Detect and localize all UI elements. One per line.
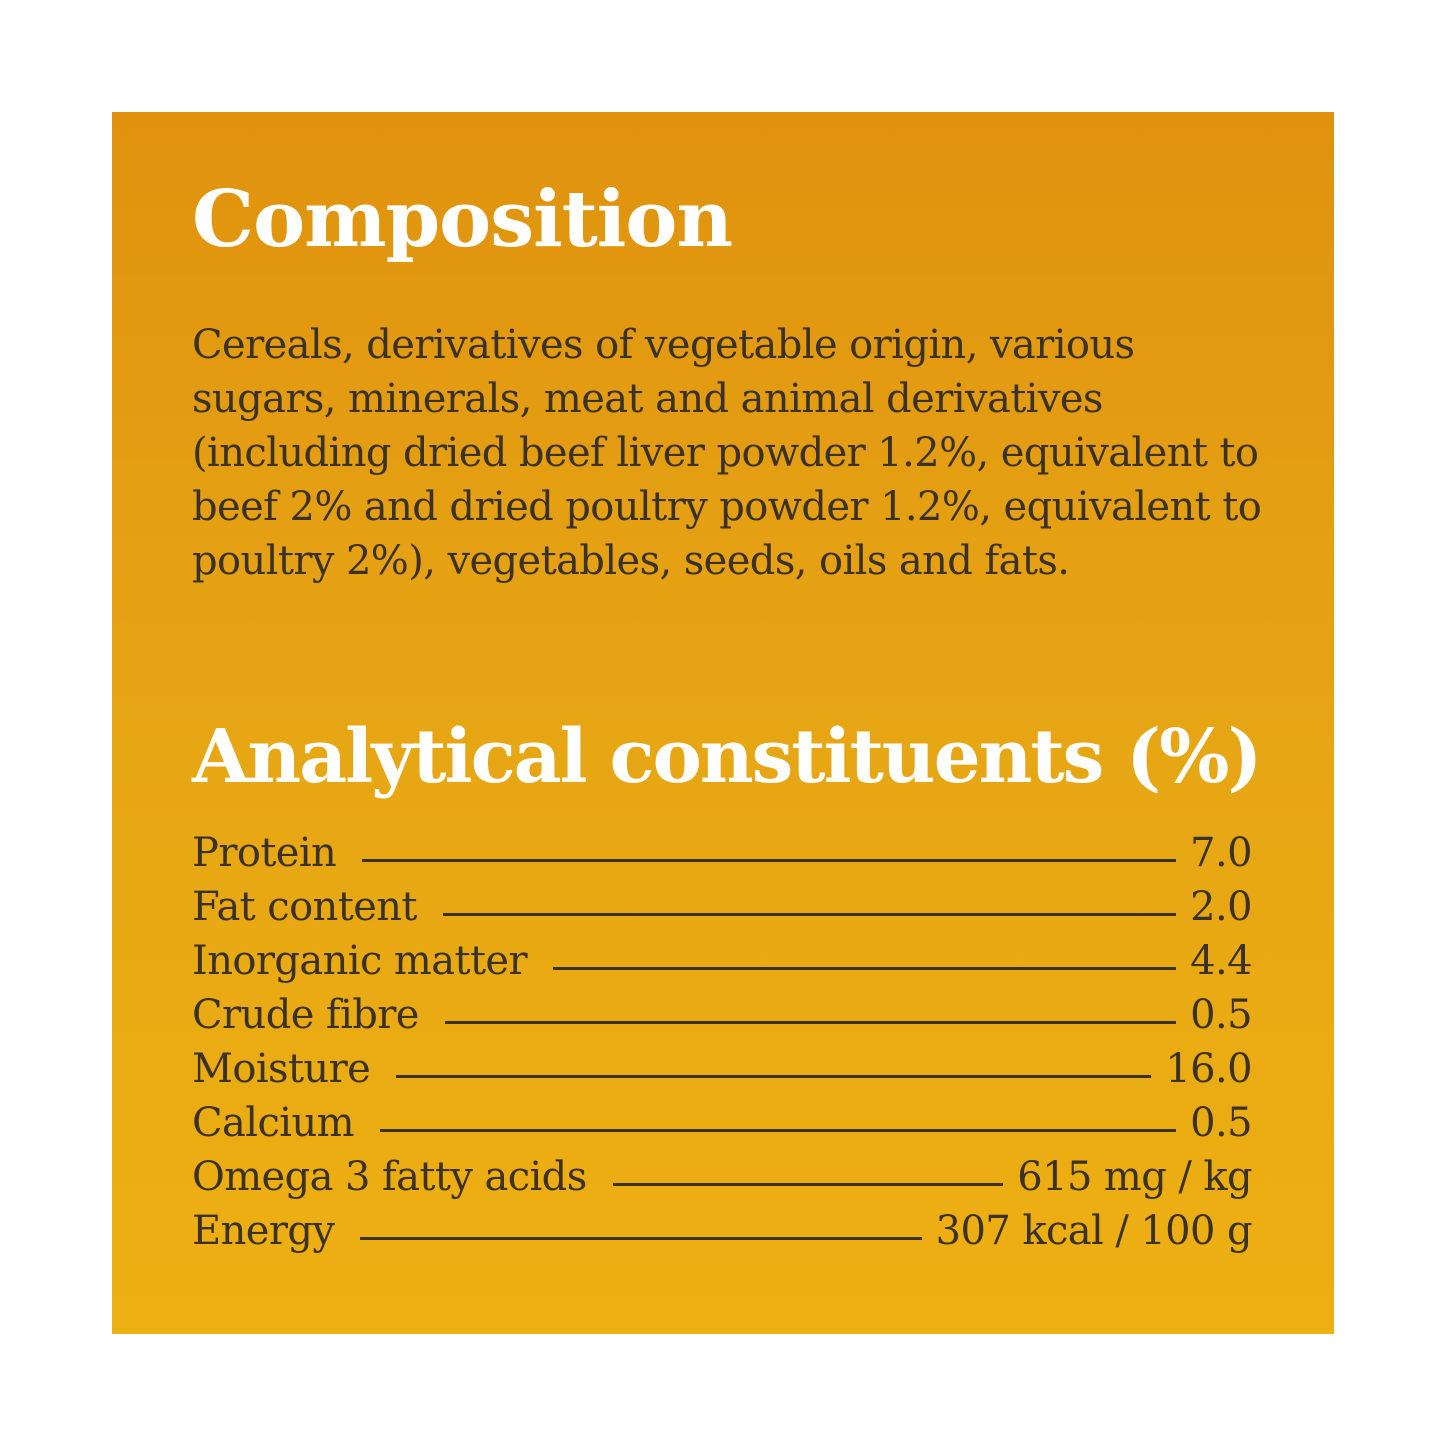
constituent-row: Omega 3 fatty acids 615 mg / kg [192,1154,1253,1208]
composition-title: Composition [192,174,733,265]
constituent-value: 16.0 [1165,1046,1252,1092]
constituent-value: 615 mg / kg [1017,1154,1252,1200]
constituent-label: Inorganic matter [192,938,528,984]
leader-line [360,1237,922,1240]
constituent-row: Protein 7.0 [192,830,1253,884]
constituent-label: Crude fibre [192,992,419,1038]
constituent-value: 0.5 [1190,1100,1252,1146]
nutrition-panel: Composition Cereals, derivatives of vege… [112,112,1334,1334]
constituent-row: Energy 307 kcal / 100 g [192,1208,1253,1262]
composition-text: Cereals, derivatives of vegetable origin… [192,322,1262,584]
analytical-constituents-title: Analytical constituents (%) [192,714,1262,800]
constituent-label: Calcium [192,1100,355,1146]
constituent-value: 0.5 [1190,992,1252,1038]
constituent-label: Moisture [192,1046,371,1092]
constituent-row: Fat content 2.0 [192,884,1253,938]
constituent-value: 7.0 [1190,830,1252,876]
constituent-row: Moisture 16.0 [192,1046,1253,1100]
constituent-value: 2.0 [1190,884,1252,930]
leader-line [553,967,1177,970]
leader-line [442,913,1177,916]
leader-line [379,1129,1177,1132]
leader-line [444,1021,1177,1024]
constituent-label: Protein [192,830,337,876]
leader-line [362,859,1177,862]
constituent-row: Crude fibre 0.5 [192,992,1253,1046]
constituent-label: Fat content [192,884,418,930]
constituent-row: Calcium 0.5 [192,1100,1253,1154]
constituent-row: Inorganic matter 4.4 [192,938,1253,992]
constituent-label: Omega 3 fatty acids [192,1154,587,1200]
constituent-label: Energy [192,1208,335,1254]
constituent-value: 307 kcal / 100 g [935,1208,1253,1254]
analytical-constituents-table: Protein 7.0 Fat content 2.0 Inorganic ma… [192,830,1253,1262]
leader-line [612,1183,1004,1186]
constituent-value: 4.4 [1190,938,1252,984]
leader-line [396,1075,1152,1078]
